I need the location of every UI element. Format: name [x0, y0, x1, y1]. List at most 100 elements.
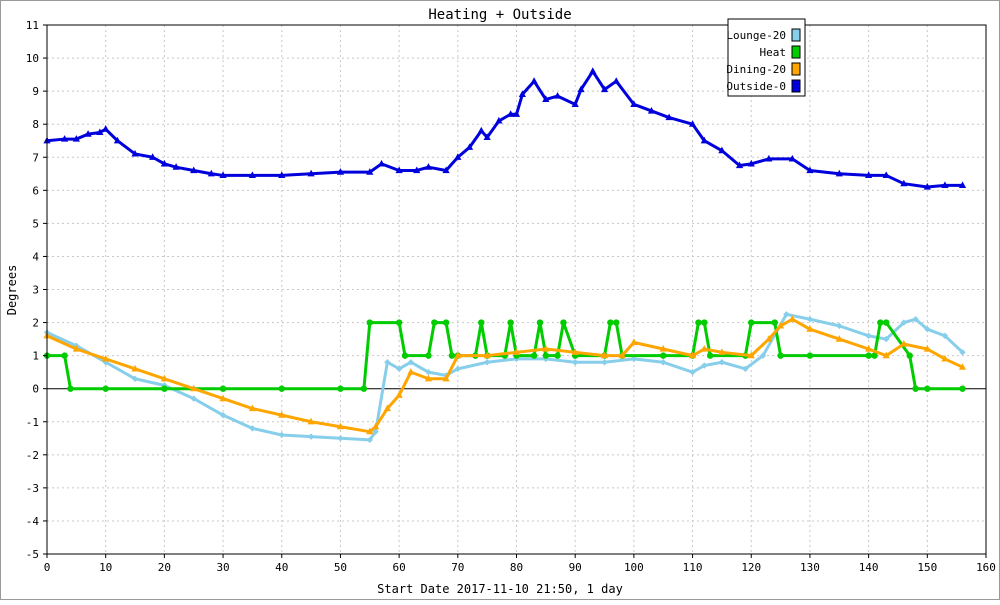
data-point-dining-20: [630, 338, 638, 345]
data-point-outside-0: [923, 183, 931, 190]
data-point-dining-20: [618, 351, 626, 359]
data-point-lounge-20: [407, 359, 415, 366]
data-point-lounge-20: [742, 365, 749, 373]
series-line-dining-20: [46, 317, 964, 434]
series-lounge-20: [43, 311, 966, 444]
data-point-outside-0: [454, 153, 462, 160]
data-point-heat: [607, 319, 614, 326]
data-point-heat: [442, 319, 450, 326]
data-point-lounge-20: [601, 359, 608, 366]
y-tick-label: 4: [32, 250, 39, 263]
data-point-outside-0: [160, 159, 168, 167]
data-point-outside-0: [806, 166, 814, 174]
y-tick-label: 0: [32, 383, 39, 396]
data-point-dining-20: [865, 345, 873, 352]
data-point-dining-20: [600, 351, 609, 359]
x-tick-label: 20: [158, 561, 171, 574]
data-point-lounge-20: [883, 335, 890, 343]
y-tick-label: 5: [32, 217, 39, 230]
data-point-outside-0: [219, 171, 227, 179]
data-point-outside-0: [882, 171, 890, 179]
data-point-outside-0: [366, 168, 374, 175]
data-point-outside-0: [72, 135, 80, 142]
legend-label: Outside-0: [726, 80, 786, 93]
y-tick-label: 7: [32, 151, 39, 164]
y-tick-label: 11: [26, 19, 39, 32]
data-point-heat: [395, 319, 403, 326]
data-point-dining-20: [131, 364, 139, 372]
data-point-dining-20: [72, 345, 80, 352]
data-point-lounge-20: [372, 428, 379, 435]
legend: Lounge-20 Heat Dining-20 Outside-0: [726, 18, 806, 97]
data-point-dining-20: [776, 321, 785, 329]
data-point-outside-0: [442, 166, 450, 174]
data-point-dining-20: [941, 354, 949, 362]
data-point-lounge-20: [941, 332, 949, 339]
data-point-heat: [695, 319, 702, 326]
data-point-heat: [660, 352, 667, 359]
data-point-heat: [431, 319, 438, 326]
data-point-dining-20: [395, 391, 403, 398]
data-point-dining-20: [512, 348, 521, 355]
data-point-heat: [777, 352, 784, 359]
data-point-outside-0: [413, 166, 421, 174]
data-point-dining-20: [190, 384, 198, 392]
y-tick-label: -5: [26, 548, 39, 561]
data-point-dining-20: [958, 363, 967, 370]
data-point-outside-0: [665, 113, 673, 121]
data-point-lounge-20: [190, 395, 197, 402]
data-point-dining-20: [372, 422, 380, 430]
data-point-lounge-20: [783, 311, 790, 318]
data-point-dining-20: [882, 351, 890, 359]
y-tick-label: -3: [26, 482, 39, 495]
data-point-dining-20: [835, 335, 843, 342]
data-point-dining-20: [336, 422, 345, 430]
data-point-dining-20: [542, 345, 550, 352]
y-tick-label: 1: [32, 350, 39, 363]
y-tick-label: -1: [26, 416, 39, 429]
data-point-outside-0: [735, 161, 744, 169]
data-point-heat: [401, 352, 409, 359]
data-point-heat: [706, 352, 714, 359]
data-point-dining-20: [248, 404, 257, 412]
data-point-lounge-20: [689, 368, 696, 376]
data-point-lounge-20: [571, 359, 579, 366]
data-point-heat: [959, 385, 966, 392]
x-tick-label: 130: [800, 561, 820, 574]
legend-label: Heat: [760, 46, 787, 59]
x-tick-label: 90: [569, 561, 582, 574]
data-point-outside-0: [630, 100, 638, 107]
data-point-heat: [61, 352, 68, 359]
data-point-dining-20: [424, 374, 433, 382]
legend-swatch: [791, 28, 801, 42]
data-point-heat: [924, 385, 931, 392]
data-point-heat: [536, 319, 544, 326]
y-tick-label: -4: [26, 515, 40, 528]
data-point-outside-0: [149, 153, 157, 160]
data-point-outside-0: [600, 85, 609, 93]
data-point-outside-0: [747, 159, 755, 167]
x-tick-label: 50: [334, 561, 347, 574]
data-point-lounge-20: [701, 362, 708, 369]
data-point-outside-0: [172, 163, 180, 170]
x-axis-label: Start Date 2017-11-10 21:50, 1 day: [377, 582, 623, 596]
data-point-dining-20: [700, 345, 708, 352]
data-point-lounge-20: [924, 325, 931, 333]
data-point-heat: [278, 385, 285, 392]
data-point-dining-20: [788, 315, 796, 322]
data-point-heat: [337, 385, 344, 392]
data-point-outside-0: [465, 143, 474, 150]
data-point-lounge-20: [219, 411, 227, 419]
x-tick-label: 10: [99, 561, 112, 574]
legend-label: Dining-20: [726, 63, 786, 76]
data-point-lounge-20: [959, 349, 966, 356]
legend-swatch: [791, 45, 801, 59]
data-point-dining-20: [688, 351, 697, 359]
x-tick-label: 80: [510, 561, 523, 574]
data-point-outside-0: [102, 125, 110, 132]
data-point-lounge-20: [249, 425, 256, 432]
data-point-lounge-20: [900, 319, 908, 326]
data-point-outside-0: [718, 146, 726, 154]
x-tick-label: 40: [275, 561, 288, 574]
data-point-dining-20: [900, 340, 908, 347]
